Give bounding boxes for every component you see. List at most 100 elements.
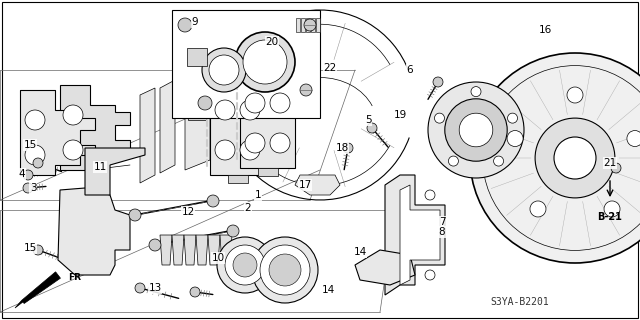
Polygon shape xyxy=(20,90,55,175)
Text: 13: 13 xyxy=(148,283,162,293)
Polygon shape xyxy=(240,78,295,168)
Polygon shape xyxy=(140,88,155,183)
Bar xyxy=(228,175,248,183)
Circle shape xyxy=(611,163,621,173)
Text: B-21: B-21 xyxy=(598,212,623,222)
Circle shape xyxy=(243,40,287,84)
Circle shape xyxy=(343,143,353,153)
Polygon shape xyxy=(210,85,265,175)
Bar xyxy=(316,18,320,32)
Circle shape xyxy=(604,201,620,217)
Text: 4: 4 xyxy=(19,169,26,179)
Circle shape xyxy=(63,140,83,160)
Circle shape xyxy=(627,131,640,147)
Text: FR: FR xyxy=(68,274,81,283)
Circle shape xyxy=(198,96,212,110)
Bar xyxy=(188,100,206,120)
Bar xyxy=(172,10,320,118)
Circle shape xyxy=(304,19,316,31)
Text: 18: 18 xyxy=(335,143,349,153)
Circle shape xyxy=(425,190,435,200)
Polygon shape xyxy=(20,90,95,175)
Circle shape xyxy=(25,110,45,130)
Circle shape xyxy=(245,93,265,113)
Circle shape xyxy=(260,245,310,295)
Polygon shape xyxy=(172,235,184,265)
Text: 14: 14 xyxy=(321,285,335,295)
Circle shape xyxy=(535,118,615,198)
Bar xyxy=(296,18,300,32)
Circle shape xyxy=(63,105,83,125)
Text: 5: 5 xyxy=(365,115,371,125)
Polygon shape xyxy=(196,235,208,265)
Text: 11: 11 xyxy=(93,162,107,172)
Circle shape xyxy=(435,113,444,123)
Text: 7: 7 xyxy=(438,217,445,227)
Circle shape xyxy=(252,237,318,303)
Circle shape xyxy=(470,53,640,263)
Circle shape xyxy=(240,100,260,120)
Circle shape xyxy=(209,55,239,85)
Circle shape xyxy=(270,93,290,113)
Circle shape xyxy=(178,18,192,32)
Text: 15: 15 xyxy=(24,243,36,253)
Circle shape xyxy=(217,237,273,293)
Circle shape xyxy=(135,283,145,293)
Circle shape xyxy=(245,133,265,153)
Circle shape xyxy=(207,195,219,207)
Text: 9: 9 xyxy=(192,17,198,27)
Circle shape xyxy=(433,77,443,87)
Text: 2: 2 xyxy=(244,203,252,213)
Text: 3: 3 xyxy=(29,183,36,193)
Polygon shape xyxy=(295,175,340,195)
Circle shape xyxy=(225,245,265,285)
Bar xyxy=(301,18,305,32)
Circle shape xyxy=(508,113,518,123)
Text: 15: 15 xyxy=(24,140,36,150)
Circle shape xyxy=(493,156,504,166)
Circle shape xyxy=(471,87,481,97)
Text: 20: 20 xyxy=(266,37,278,47)
Circle shape xyxy=(507,131,523,147)
Circle shape xyxy=(460,113,493,147)
Circle shape xyxy=(233,253,257,277)
Circle shape xyxy=(367,123,377,133)
Polygon shape xyxy=(220,235,232,265)
Text: 17: 17 xyxy=(298,180,312,190)
Circle shape xyxy=(190,287,200,297)
Bar xyxy=(258,168,278,176)
Text: 22: 22 xyxy=(323,63,337,73)
Bar xyxy=(187,48,207,66)
Polygon shape xyxy=(15,272,60,308)
Circle shape xyxy=(33,158,43,168)
Text: 10: 10 xyxy=(211,253,225,263)
Circle shape xyxy=(202,48,246,92)
Text: S3YA-B2201: S3YA-B2201 xyxy=(491,297,549,307)
Circle shape xyxy=(215,100,235,120)
Circle shape xyxy=(129,209,141,221)
Circle shape xyxy=(530,201,546,217)
Bar xyxy=(306,18,310,32)
Text: 1: 1 xyxy=(255,190,261,200)
Circle shape xyxy=(33,245,43,255)
Polygon shape xyxy=(160,80,175,173)
Circle shape xyxy=(25,145,45,165)
Circle shape xyxy=(428,82,524,178)
Text: 14: 14 xyxy=(353,247,367,257)
Circle shape xyxy=(215,140,235,160)
Polygon shape xyxy=(385,175,445,295)
Polygon shape xyxy=(60,85,130,170)
Circle shape xyxy=(554,137,596,179)
Text: 21: 21 xyxy=(604,158,616,168)
Text: 12: 12 xyxy=(181,207,195,217)
Polygon shape xyxy=(355,250,415,285)
Circle shape xyxy=(445,99,508,161)
Text: 16: 16 xyxy=(538,25,552,35)
Circle shape xyxy=(235,32,295,92)
Circle shape xyxy=(23,183,33,193)
Circle shape xyxy=(270,133,290,153)
Circle shape xyxy=(300,84,312,96)
Polygon shape xyxy=(208,235,220,265)
Text: 8: 8 xyxy=(438,227,445,237)
Polygon shape xyxy=(400,185,440,285)
